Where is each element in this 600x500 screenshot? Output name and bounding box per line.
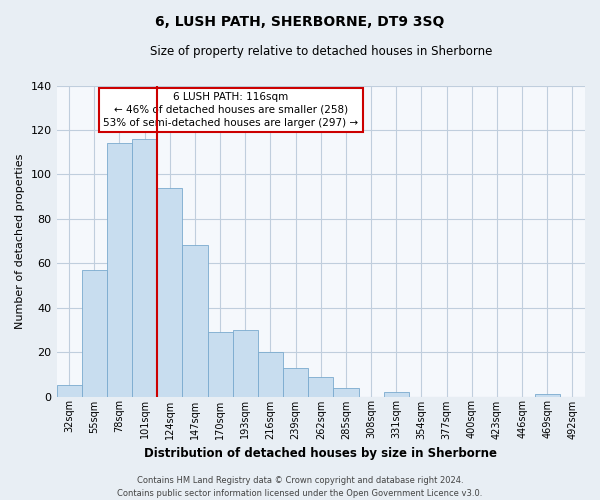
X-axis label: Distribution of detached houses by size in Sherborne: Distribution of detached houses by size … [144,447,497,460]
Bar [283,368,308,396]
Bar [157,188,182,396]
Text: Contains HM Land Registry data © Crown copyright and database right 2024.
Contai: Contains HM Land Registry data © Crown c… [118,476,482,498]
Bar [107,144,132,396]
Bar [334,388,359,396]
Text: 6, LUSH PATH, SHERBORNE, DT9 3SQ: 6, LUSH PATH, SHERBORNE, DT9 3SQ [155,15,445,29]
Text: 6 LUSH PATH: 116sqm
← 46% of detached houses are smaller (258)
53% of semi-detac: 6 LUSH PATH: 116sqm ← 46% of detached ho… [103,92,358,128]
Bar [535,394,560,396]
Bar [82,270,107,396]
Title: Size of property relative to detached houses in Sherborne: Size of property relative to detached ho… [149,45,492,58]
Bar [258,352,283,397]
Bar [383,392,409,396]
Bar [233,330,258,396]
Bar [132,139,157,396]
Bar [182,246,208,396]
Bar [56,386,82,396]
Bar [208,332,233,396]
Bar [308,376,334,396]
Y-axis label: Number of detached properties: Number of detached properties [15,154,25,328]
